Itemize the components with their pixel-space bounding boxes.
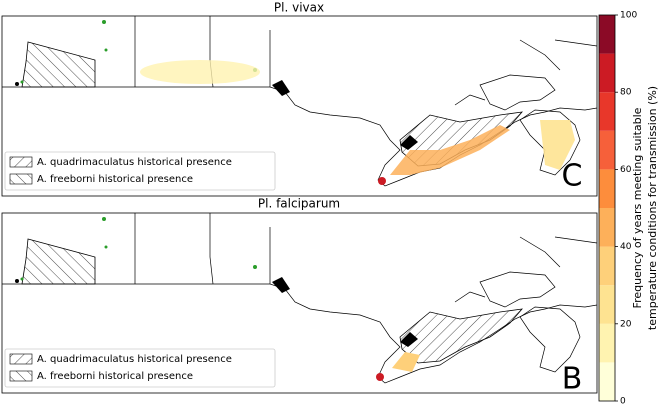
- heat-patch: [390, 125, 510, 175]
- colorbar-segment: [599, 92, 615, 131]
- colorbar-segment: [599, 53, 615, 93]
- legend-entry: A. freeborni historical presence: [37, 371, 193, 382]
- colorbar-segment: [599, 169, 615, 208]
- panel-title: Pl. vivax: [274, 1, 324, 15]
- colorbar-segment: [599, 323, 615, 363]
- legend-entry: A. quadrimaculatus historical presence: [37, 354, 232, 365]
- heat-patch: [378, 177, 386, 185]
- legend-entry: A. freeborni historical presence: [37, 174, 193, 185]
- heat-patch: [540, 120, 575, 170]
- heat-patch: [392, 352, 420, 372]
- panel-title: Pl. falciparum: [258, 197, 340, 211]
- panel-top: Pl. vivax A. quadrimaculatus historical …: [1, 1, 598, 197]
- legend-entry: A. quadrimaculatus historical presence: [37, 157, 232, 168]
- colorbar-segment: [599, 130, 615, 170]
- colorbar-tick-label: 100: [620, 11, 637, 21]
- colorbar-segment: [599, 15, 615, 54]
- colorbar-frame: [598, 14, 616, 402]
- colorbar-tick-label: 40: [620, 242, 632, 252]
- colorbar-segment: [599, 208, 615, 247]
- heat-patch: [376, 373, 384, 381]
- colorbar-segment: [599, 362, 615, 401]
- heat-patch: [140, 60, 260, 84]
- colorbar-tick-label: 60: [620, 165, 632, 175]
- colorbar: Frequency of years meeting suitable temp…: [598, 11, 659, 407]
- colorbar-segment: [599, 285, 615, 324]
- panel-bottom: Pl. falciparum A. quadrimaculatus histor…: [1, 197, 598, 397]
- panel-letter: C: [562, 159, 583, 194]
- colorbar-tick-label: 80: [620, 88, 632, 98]
- colorbar-label: temperature conditions for transmission …: [646, 86, 659, 330]
- colorbar-segment: [599, 246, 615, 286]
- colorbar-tick-label: 20: [620, 319, 632, 329]
- panel-letter: B: [562, 362, 583, 397]
- colorbar-tick-label: 0: [620, 397, 626, 407]
- colorbar-label: Frequency of years meeting suitable: [631, 107, 644, 308]
